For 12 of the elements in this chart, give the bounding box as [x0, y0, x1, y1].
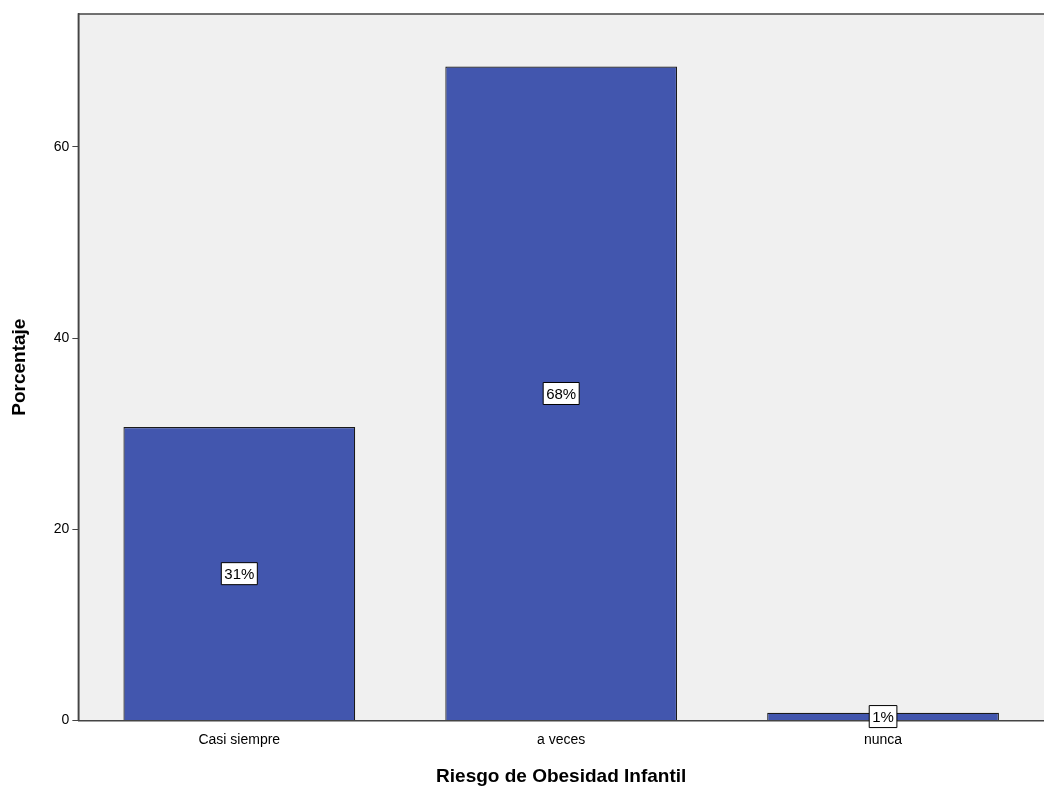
x-tick-label: a veces	[537, 730, 586, 747]
y-tick-label: 20	[53, 520, 70, 537]
y-axis-title: Porcentaje	[7, 318, 29, 416]
y-tick-label: 0	[61, 711, 70, 728]
data-label: 31%	[224, 564, 255, 582]
x-tick-label: Casi siempre	[198, 730, 281, 747]
x-axis-title: Riesgo de Obesidad Infantil	[436, 764, 687, 786]
y-tick-label: 40	[53, 328, 70, 345]
data-label: 1%	[872, 707, 894, 725]
data-label: 68%	[546, 384, 577, 402]
y-tick-label: 60	[53, 137, 70, 154]
x-tick-label: nunca	[863, 730, 903, 747]
